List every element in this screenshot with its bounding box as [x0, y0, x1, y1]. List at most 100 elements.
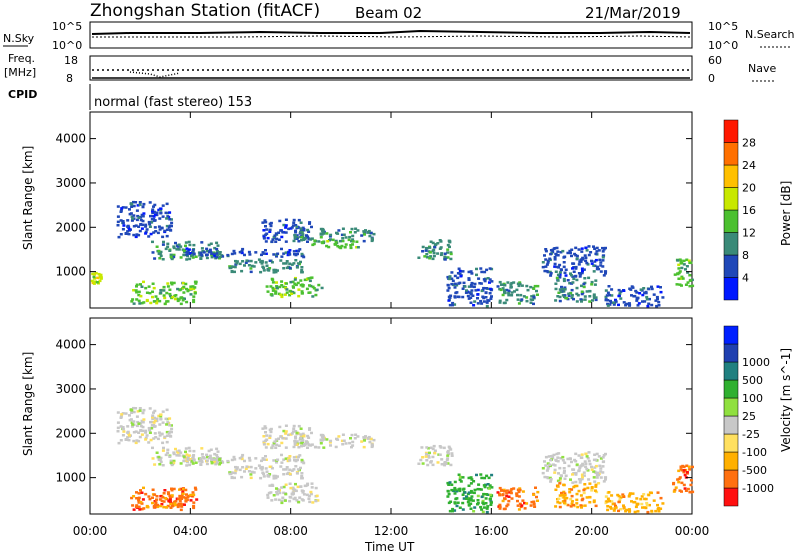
data-cell — [689, 278, 693, 282]
data-cell — [219, 461, 222, 465]
data-cell — [161, 258, 165, 261]
data-cell — [268, 473, 272, 476]
data-cell — [578, 466, 582, 469]
data-cell — [606, 304, 610, 307]
data-cell — [458, 506, 462, 509]
data-cell — [249, 473, 253, 476]
data-cell — [141, 425, 145, 429]
data-cell — [176, 287, 180, 291]
data-cell — [124, 206, 128, 209]
data-cell — [526, 288, 530, 292]
nave-dip — [129, 71, 181, 78]
data-cell — [434, 243, 438, 246]
data-cell — [635, 299, 639, 302]
data-cell — [149, 420, 152, 424]
data-cell — [189, 287, 193, 291]
data-cell — [117, 441, 121, 445]
data-cell — [275, 487, 278, 490]
data-cell — [153, 257, 157, 260]
data-cell — [121, 228, 125, 231]
data-cell — [601, 246, 604, 250]
data-cell — [132, 495, 136, 498]
data-cell — [228, 472, 232, 476]
data-cell — [445, 458, 449, 462]
data-cell — [294, 231, 298, 234]
data-cell — [168, 496, 172, 499]
data-cell — [446, 490, 450, 493]
data-cell — [302, 229, 306, 232]
data-cell — [522, 295, 526, 298]
data-cell — [205, 459, 209, 462]
data-cell — [199, 458, 203, 461]
data-cell — [577, 469, 581, 472]
data-cell — [218, 257, 221, 260]
data-cell — [425, 253, 429, 256]
data-cell — [602, 480, 606, 483]
data-cell — [570, 288, 574, 292]
data-cell — [288, 266, 292, 270]
data-cell — [212, 459, 216, 462]
data-cell — [248, 459, 252, 462]
data-cell — [436, 242, 440, 245]
data-cell — [186, 252, 190, 255]
data-cell — [135, 233, 139, 236]
data-cell — [161, 215, 165, 218]
data-cell — [135, 439, 139, 442]
data-cell — [132, 302, 136, 305]
data-cell — [184, 250, 188, 253]
data-cell — [167, 226, 171, 229]
data-cell — [584, 259, 588, 263]
y-tick-label: 2000 — [55, 426, 86, 440]
data-cell — [498, 507, 502, 510]
data-cell — [179, 302, 183, 306]
data-cell — [604, 246, 607, 250]
data-cell — [159, 415, 163, 418]
data-cell — [580, 477, 584, 481]
data-cell — [569, 478, 572, 481]
colorbar-segment — [723, 232, 739, 256]
data-cell — [141, 223, 145, 227]
data-cell — [587, 451, 591, 454]
data-cell — [541, 467, 545, 470]
data-cell — [243, 459, 246, 463]
data-cell — [456, 276, 460, 280]
data-cell — [519, 293, 523, 297]
data-cell — [449, 500, 453, 503]
data-cell — [682, 263, 686, 266]
data-cell — [592, 294, 596, 298]
data-cell — [605, 500, 609, 503]
data-cell — [215, 256, 219, 259]
data-cell — [543, 254, 546, 257]
data-cell — [510, 291, 514, 294]
data-cell — [240, 475, 244, 479]
data-cell — [659, 507, 663, 510]
data-cell — [634, 289, 638, 293]
data-cell — [134, 235, 138, 239]
data-cell — [582, 285, 586, 289]
data-cell — [601, 265, 605, 268]
colorbar-segment — [723, 142, 739, 166]
data-cell — [446, 243, 450, 247]
data-cell — [166, 448, 170, 452]
data-cell — [297, 446, 301, 449]
data-cell — [554, 488, 558, 491]
data-cell — [641, 293, 645, 297]
data-cell — [149, 438, 153, 442]
colorbar-tick-label: 28 — [742, 137, 756, 150]
data-cell — [489, 297, 493, 300]
data-cell — [152, 210, 156, 214]
y-tick-label: 1000 — [55, 265, 86, 279]
data-cell — [552, 453, 556, 457]
colorbar-segment — [723, 487, 739, 507]
data-cell — [519, 299, 523, 303]
data-cell — [454, 291, 458, 295]
data-cell — [574, 275, 578, 278]
data-cell — [446, 248, 450, 251]
data-cell — [577, 454, 581, 457]
data-cell — [558, 288, 562, 291]
data-cell — [198, 254, 202, 257]
data-cell — [233, 458, 237, 461]
data-cell — [564, 474, 568, 477]
data-cell — [280, 441, 284, 445]
data-cell — [138, 203, 142, 206]
